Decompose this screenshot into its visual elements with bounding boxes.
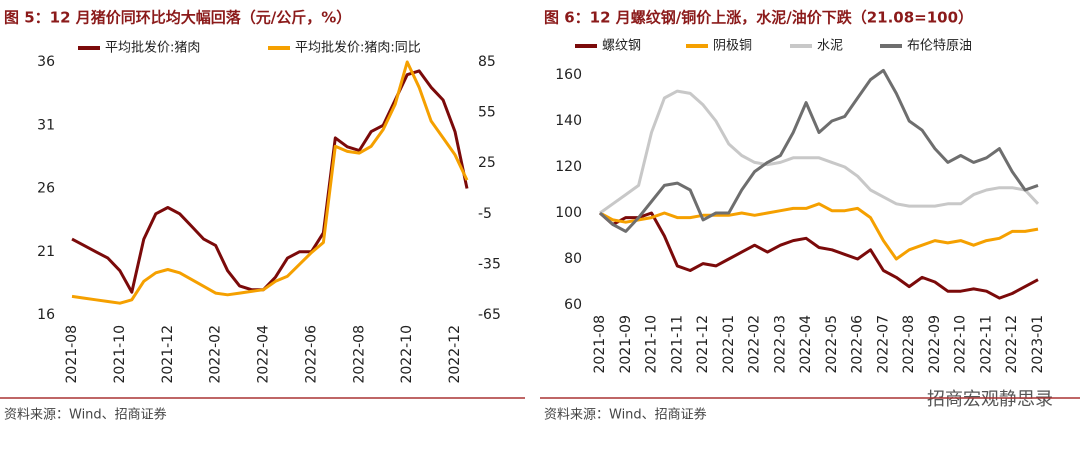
x-tick-label: 2022-12 xyxy=(447,325,463,384)
y-tick-label: 21 xyxy=(37,244,55,260)
x-tick-label: 2022-10 xyxy=(399,325,415,384)
x-tick-label: 2022-01 xyxy=(721,315,737,374)
x-tick-label: 2021-10 xyxy=(112,325,128,384)
x-tick-label: 2022-02 xyxy=(747,315,763,374)
x-tick-label: 2022-04 xyxy=(256,325,272,384)
x-tick-label: 2022-09 xyxy=(927,315,943,374)
y2-tick-label: 85 xyxy=(478,54,496,70)
x-tick-label: 2022-06 xyxy=(850,315,866,374)
watermark: 招商宏观静思录 xyxy=(927,389,1053,410)
series-line xyxy=(599,68,1039,233)
x-tick-label: 2022-02 xyxy=(208,325,224,384)
y-tick-label: 60 xyxy=(564,297,582,313)
series-line xyxy=(599,211,1039,300)
y2-tick-label: 25 xyxy=(478,155,496,171)
y-tick-label: 31 xyxy=(37,117,55,133)
y-tick-label: 16 xyxy=(37,307,55,323)
legend-label: 阴极铜 xyxy=(713,39,752,54)
chart-title: 图 5：12 月猪价同环比均大幅回落（元/公斤，%） xyxy=(4,9,351,27)
y2-tick-label: -5 xyxy=(478,206,492,222)
x-tick-label: 2022-10 xyxy=(953,315,969,374)
y2-tick-label: 55 xyxy=(478,105,496,121)
series-line xyxy=(71,69,469,294)
series-line xyxy=(599,202,1039,261)
x-tick-label: 2022-04 xyxy=(798,315,814,374)
x-tick-label: 2022-12 xyxy=(1004,315,1020,374)
y-tick-label: 26 xyxy=(37,181,55,197)
x-tick-label: 2021-12 xyxy=(160,325,176,384)
legend-label: 螺纹钢 xyxy=(602,39,641,54)
x-tick-label: 2022-07 xyxy=(875,315,891,374)
source: 资料来源：Wind、招商证券 xyxy=(544,407,707,423)
series-line xyxy=(71,60,469,305)
x-tick-label: 2021-10 xyxy=(644,315,660,374)
x-tick-label: 2021-09 xyxy=(618,315,634,374)
x-tick-label: 2023-01 xyxy=(1030,315,1046,374)
y-tick-label: 36 xyxy=(37,54,55,70)
x-tick-label: 2021-08 xyxy=(592,315,608,374)
x-tick-label: 2022-03 xyxy=(772,315,788,374)
y-tick-label: 100 xyxy=(555,205,582,221)
x-tick-label: 2022-11 xyxy=(978,315,994,374)
legend-label: 水泥 xyxy=(817,39,843,54)
y-tick-label: 120 xyxy=(555,159,582,175)
x-tick-label: 2022-08 xyxy=(901,315,917,374)
source: 资料来源：Wind、招商证券 xyxy=(4,407,167,423)
chart-title: 图 6：12 月螺纹钢/铜价上涨，水泥/油价下跌（21.08=100） xyxy=(544,9,973,27)
y-tick-label: 140 xyxy=(555,113,582,129)
x-tick-label: 2021-08 xyxy=(64,325,80,384)
y-tick-label: 160 xyxy=(555,67,582,83)
series-line xyxy=(599,89,1040,215)
x-tick-label: 2021-11 xyxy=(669,315,685,374)
x-tick-label: 2022-08 xyxy=(351,325,367,384)
y2-tick-label: -35 xyxy=(478,256,501,272)
y2-tick-label: -65 xyxy=(478,307,501,323)
legend-label: 布伦特原油 xyxy=(907,39,972,54)
x-tick-label: 2022-05 xyxy=(824,315,840,374)
y-tick-label: 80 xyxy=(564,251,582,267)
x-tick-label: 2022-06 xyxy=(303,325,319,384)
x-tick-label: 2021-12 xyxy=(695,315,711,374)
legend-label: 平均批发价:猪肉 xyxy=(105,40,200,56)
legend-label: 平均批发价:猪肉:同比 xyxy=(295,40,421,56)
